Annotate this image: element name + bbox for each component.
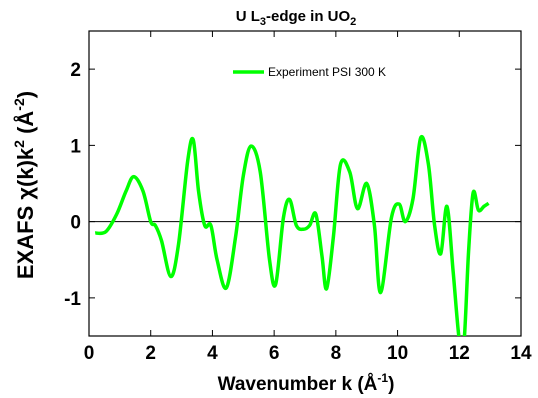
y-tick-label: 1 [70,136,81,157]
plot-frame [88,30,522,337]
chart-title: U L3-edge in UO2 [236,8,357,28]
x-axis-label: Wavenumber k (Å-1) [218,371,395,395]
legend-label: Experiment PSI 300 K [268,65,386,79]
y-tick-label: 0 [70,213,81,234]
legend: Experiment PSI 300 K [233,65,386,79]
y-tick-label: -1 [64,289,81,310]
title-sub1: 3 [260,16,266,28]
x-tick-label: 14 [510,343,532,364]
title-sub2: 2 [350,16,356,28]
x-tick-label: 8 [331,343,342,364]
title-part1: U L [236,8,260,25]
y-axis-label: EXAFS χ(k)k2 (Å-2) [11,91,38,279]
x-axis-ticks: 0 2 4 6 8 10 12 14 [84,31,532,364]
y-tick-label: 2 [70,60,81,81]
series-line-experiment [94,134,490,336]
x-tick-label: 10 [387,343,408,364]
x-tick-label: 12 [449,343,470,364]
x-axis-label-sup: -1 [377,371,388,385]
x-axis-label-tail: ) [388,374,394,395]
x-tick-label: 2 [145,343,156,364]
y-axis-label-mid: (Å [12,111,38,140]
y-axis-label-tail: ) [13,91,38,98]
y-axis-label-main: EXAFS χ(k)k [13,147,38,279]
title-part2: -edge in UO [266,8,351,25]
y-axis-label-sup2: -2 [11,98,27,111]
x-axis-label-main: Wavenumber k (Å [218,374,378,395]
series-group [94,134,490,336]
x-tick-label: 0 [84,343,95,364]
y-axis-ticks: -1 0 1 2 [64,60,521,310]
x-tick-label: 4 [207,343,218,364]
y-axis-label-sup: 2 [11,140,27,148]
x-tick-label: 6 [269,343,280,364]
